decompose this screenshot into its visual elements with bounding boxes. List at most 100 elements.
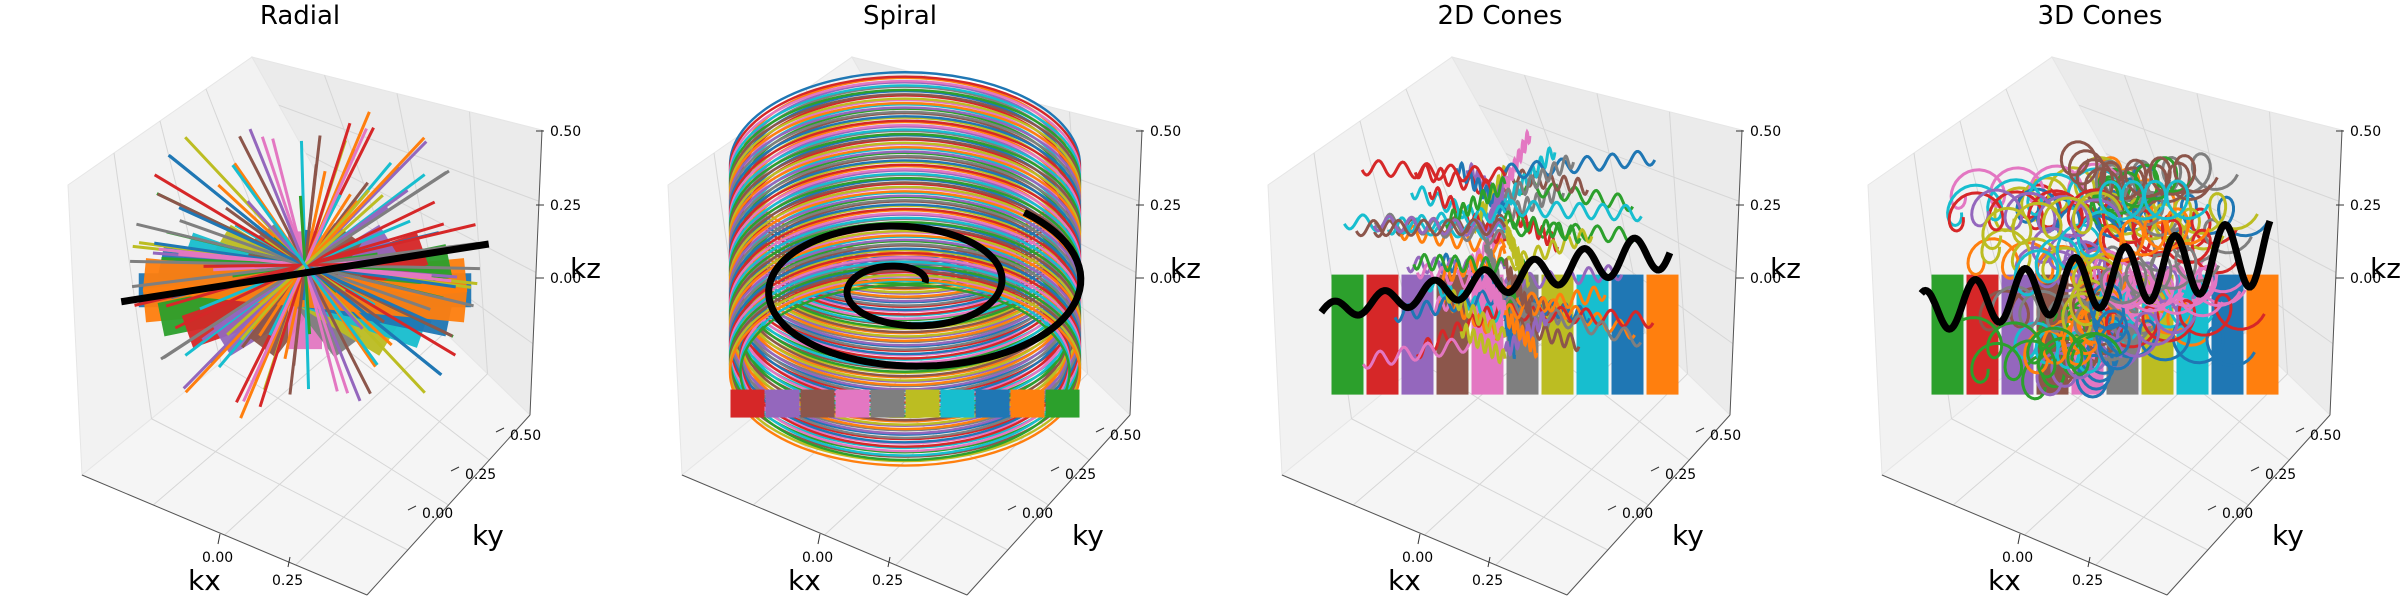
highlight-trajectory <box>1918 220 2274 333</box>
subplot-spiral: 0.00 0.25 0.50 0.00 0.25 0.50 0.00 0.25 kx ky kz Sp… <box>667 1 1201 597</box>
cone-trajectory <box>1970 188 2123 238</box>
subplot-title: Radial <box>260 1 340 31</box>
subplot-cones3d: 0.00 0.25 0.50 0.00 0.25 0.50 0.00 0.25 kx ky kz 3D… <box>1867 1 2400 597</box>
y-axis-label: ky <box>1672 519 1704 552</box>
z-tick-label: 0.25 <box>2350 198 2381 214</box>
subplot-title: 3D Cones <box>2038 1 2163 31</box>
cone-trajectory <box>2098 179 2210 221</box>
cone-trajectory <box>1981 191 2123 251</box>
cone-trajectory <box>1503 149 1657 180</box>
y-tick-label: 0.00 <box>1622 506 1653 522</box>
y-tick-label: 0.25 <box>1065 467 1096 483</box>
radial-spoke <box>231 164 379 366</box>
cone-trajectory <box>1990 285 2123 338</box>
cone-trajectory <box>1360 159 1507 184</box>
spiral-band <box>905 389 940 418</box>
y-tick-label: 0.50 <box>2310 428 2341 444</box>
x-axis-label: kx <box>1388 564 1421 597</box>
y-tick-label: 0.50 <box>510 428 541 444</box>
z-axis-label: kz <box>1170 252 1201 285</box>
y-tick-label: 0.25 <box>1665 467 1696 483</box>
x-tick-label: 0.25 <box>1472 573 1503 589</box>
x-tick-label: 0.00 <box>202 550 233 566</box>
x-tick-label: 0.00 <box>1402 550 1433 566</box>
spiral-band <box>1045 389 1080 418</box>
z-tick-label: 0.00 <box>1150 271 1181 287</box>
cone-trajectory <box>1503 198 1643 223</box>
x-axis-label: kx <box>188 564 221 597</box>
cone-trajectory <box>2098 207 2211 263</box>
trajectory-plot <box>728 71 1085 467</box>
z-tick-label: 0.00 <box>1750 271 1781 287</box>
x-tick-label: 0.00 <box>2002 550 2033 566</box>
z-tick-label: 0.50 <box>1750 124 1781 140</box>
z-axis-label: kz <box>1770 252 1801 285</box>
spiral-band <box>800 389 835 418</box>
spiral-band <box>765 389 800 418</box>
spiral-band <box>870 389 905 418</box>
cone-trajectory <box>2089 282 2133 371</box>
x-axis-label: kx <box>788 564 821 597</box>
z-tick-label: 0.25 <box>550 198 581 214</box>
y-tick-label: 0.00 <box>422 506 453 522</box>
trajectory-plot <box>1918 140 2279 401</box>
cone-trajectory <box>1945 316 2123 370</box>
cone-trajectory <box>1355 217 1507 238</box>
cone-trajectory <box>1393 285 1507 324</box>
x-tick-label: 0.00 <box>802 550 833 566</box>
y-axis-label: ky <box>1072 519 1104 552</box>
z-tick-label: 0.50 <box>1150 124 1181 140</box>
y-tick-label: 0.50 <box>1110 428 1141 444</box>
subplot-cones2d: 0.00 0.25 0.50 0.00 0.25 0.50 0.00 0.25 kx ky kz 2D… <box>1267 1 1801 597</box>
z-tick-label: 0.50 <box>550 124 581 140</box>
spiral-band <box>835 389 870 418</box>
z-tick-label: 0.00 <box>2350 271 2381 287</box>
cone-trajectory <box>1970 333 2123 384</box>
z-tick-label: 0.50 <box>2350 124 2381 140</box>
highlight-trajectory <box>765 209 1085 370</box>
y-tick-label: 0.00 <box>1022 506 1053 522</box>
cone-trajectory <box>1503 154 1575 203</box>
highlight-trajectory <box>120 240 490 306</box>
z-tick-label: 0.25 <box>1150 198 1181 214</box>
cone-trajectory <box>1503 166 1589 197</box>
spiral-band <box>1010 389 1045 418</box>
spiral-ring <box>728 278 1082 467</box>
cone-bar <box>1401 274 1434 395</box>
cone-trajectory <box>1503 183 1565 221</box>
z-axis-label: kz <box>2370 252 2400 285</box>
spiral-ring <box>739 283 1071 462</box>
y-axis-label: ky <box>2272 519 2304 552</box>
highlight-trajectory <box>1318 234 1674 319</box>
cone-trajectory <box>1444 175 1507 231</box>
trajectory-plot <box>1318 128 1679 395</box>
cone-bar <box>1331 274 1364 395</box>
z-tick-label: 0.00 <box>550 271 581 287</box>
subplot-title: Spiral <box>863 1 937 31</box>
y-tick-label: 0.25 <box>465 467 496 483</box>
cone-bar <box>1646 274 1679 395</box>
subplot-title: 2D Cones <box>1438 1 1563 31</box>
spiral-band <box>940 389 975 418</box>
cone-trajectory <box>1482 271 1507 318</box>
cone-trajectory <box>1459 322 1507 365</box>
spiral-band <box>730 389 765 418</box>
subplot-radial: 0.00 0.25 0.50 0.00 0.25 0.50 0.00 0.25 kx ky kz Ra… <box>67 1 601 597</box>
trajectory-plot <box>120 111 490 419</box>
cone-trajectory <box>1412 253 1507 275</box>
cone-trajectory <box>1503 128 1532 193</box>
cone-bar <box>2246 274 2279 395</box>
z-axis-label: kz <box>570 252 601 285</box>
cone-trajectory <box>2099 154 2219 201</box>
cone-trajectory <box>1503 285 1607 320</box>
y-tick-label: 0.00 <box>2222 506 2253 522</box>
cone-trajectory <box>1503 209 1582 245</box>
x-tick-label: 0.25 <box>872 573 903 589</box>
cone-trajectory <box>2100 192 2225 251</box>
cone-trajectory <box>2102 266 2242 309</box>
y-axis-label: ky <box>472 519 504 552</box>
cone-trajectory <box>1343 213 1507 241</box>
cone-trajectory <box>1503 306 1539 359</box>
x-axis-label: kx <box>1988 564 2021 597</box>
